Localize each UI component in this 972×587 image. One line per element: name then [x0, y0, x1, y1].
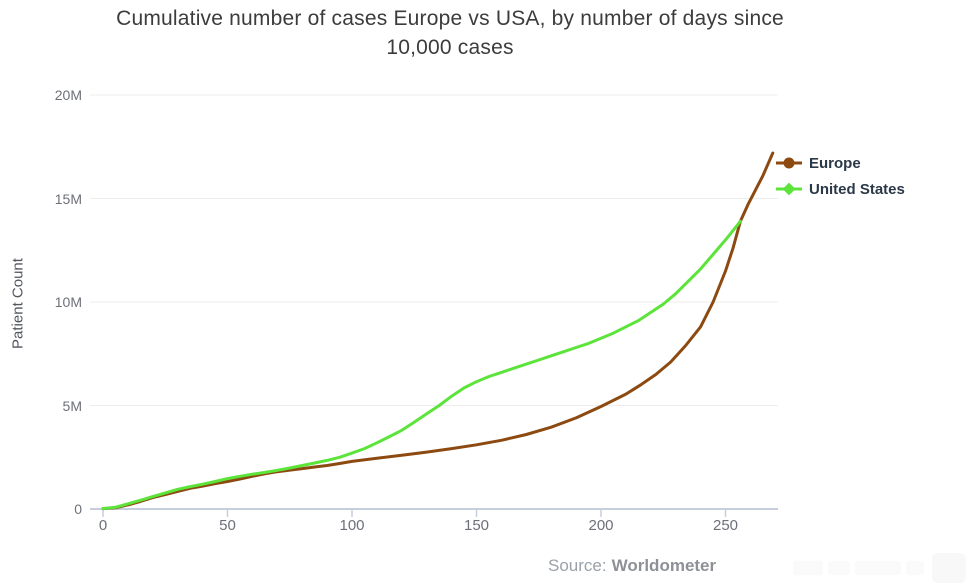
y-tick-label: 20M [54, 87, 82, 103]
source-attribution: Source: Worldometer [548, 556, 716, 576]
x-tick-label: 250 [712, 517, 739, 534]
europe-line-circle-marker-icon [776, 157, 802, 169]
watermark [788, 553, 966, 583]
y-tick-label: 5M [62, 397, 82, 414]
legend-item-united-states[interactable]: United States [775, 176, 905, 202]
y-tick-label: 10M [54, 294, 82, 310]
x-tick-label: 150 [463, 517, 490, 534]
chart-title-line1: Cumulative number of cases Europe vs USA… [116, 7, 784, 30]
gridlines [90, 94, 778, 406]
legend-label-united-states[interactable]: United States [809, 180, 905, 198]
x-axis-ticks [102, 509, 727, 517]
chart-title-line2: 10,000 cases [386, 36, 514, 59]
source-prefix: Source: [548, 556, 607, 575]
y-tick-label: 0 [74, 501, 82, 517]
x-tick-label: 0 [98, 517, 108, 534]
x-tick-label: 100 [339, 517, 365, 534]
x-tick-label: 50 [219, 517, 236, 534]
watermark-icon [932, 553, 966, 583]
series-line-united-states[interactable] [101, 219, 742, 511]
x-tick-label: 200 [588, 517, 614, 534]
legend: Europe United States [775, 150, 905, 202]
chart-title: Cumulative number of cases Europe vs USA… [0, 4, 900, 62]
united-states-line-diamond-marker-icon [776, 182, 802, 196]
legend-item-europe[interactable]: Europe [775, 150, 905, 176]
series-line-europe[interactable] [101, 151, 775, 511]
legend-label-europe[interactable]: Europe [809, 154, 861, 172]
source-name: Worldometer [611, 556, 717, 575]
y-tick-label: 15M [54, 190, 82, 207]
